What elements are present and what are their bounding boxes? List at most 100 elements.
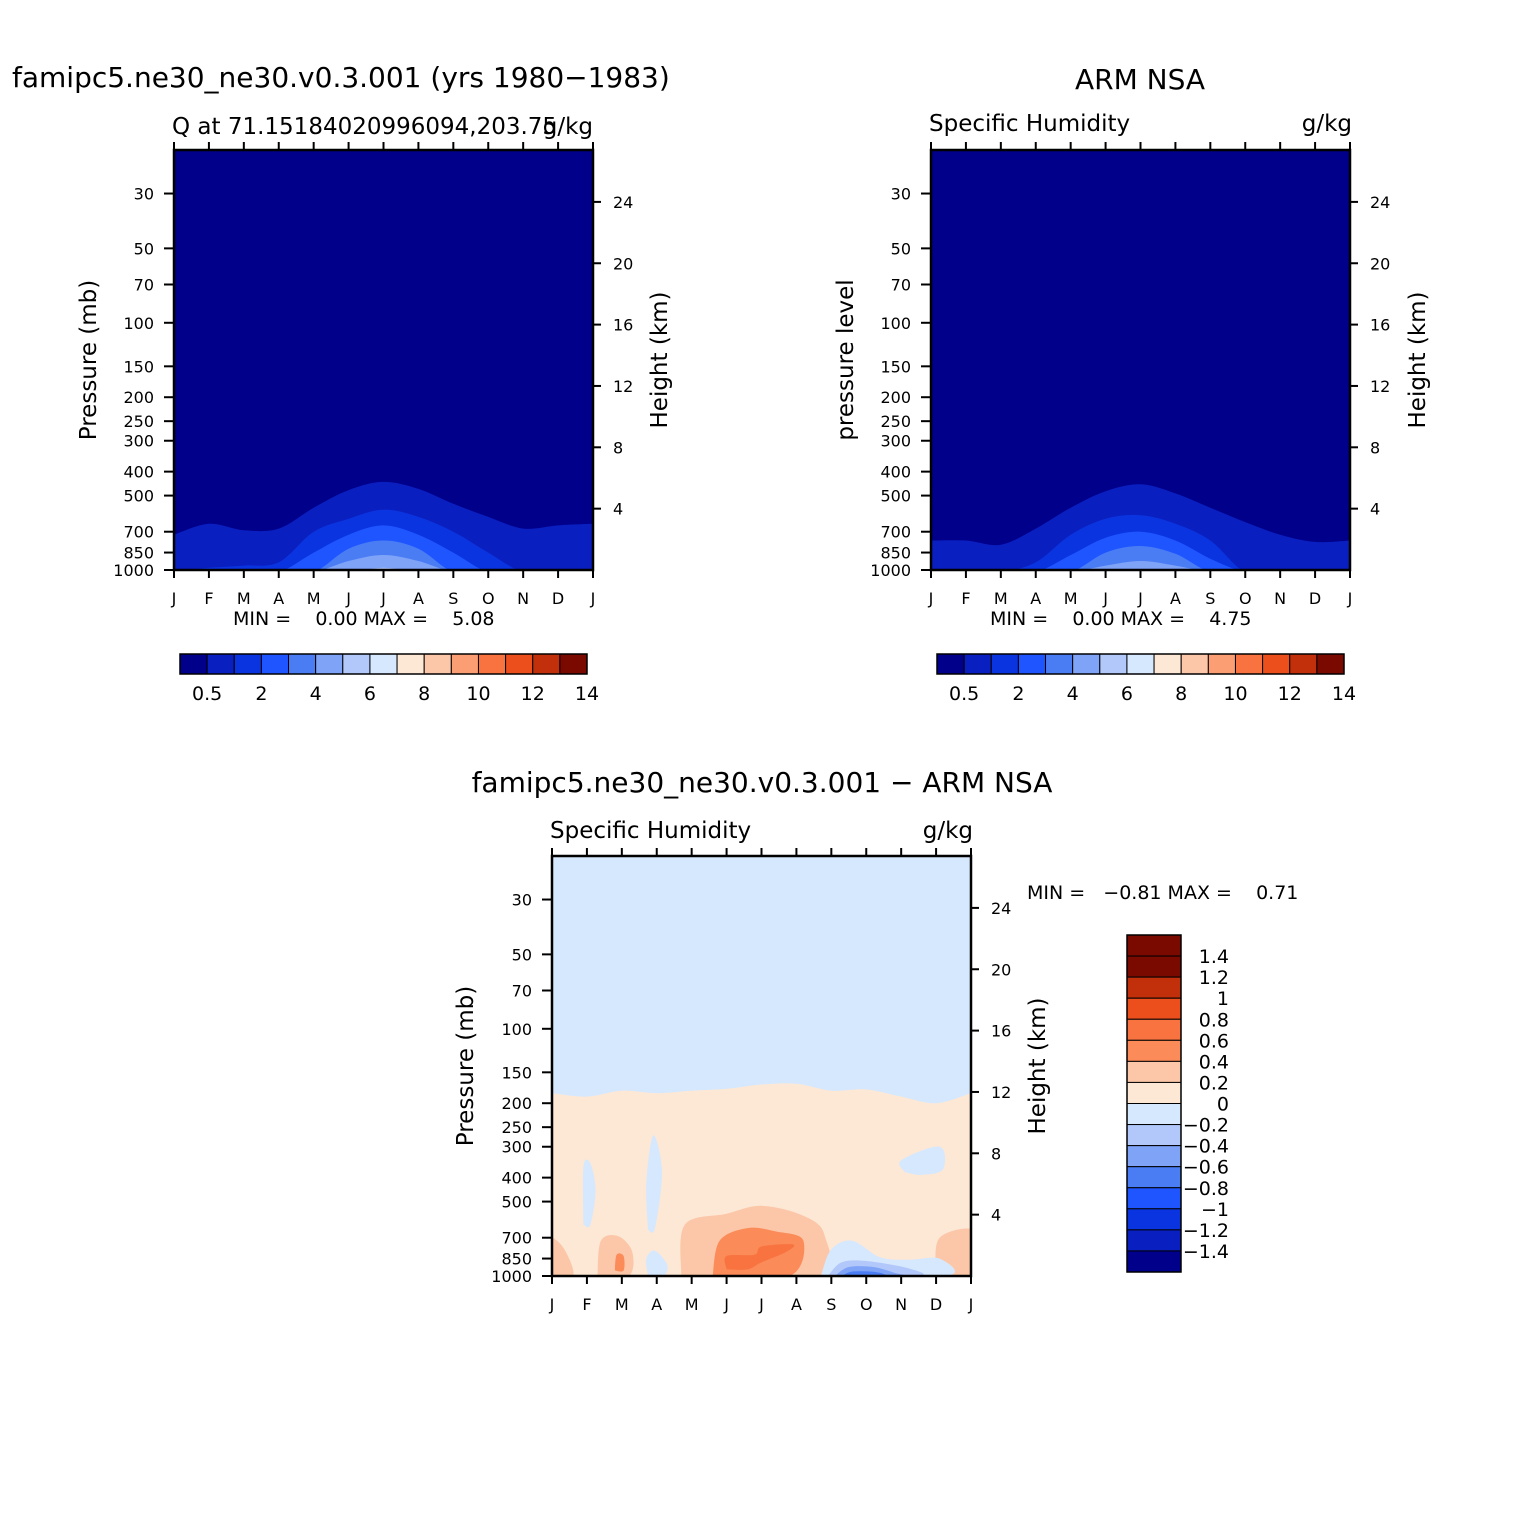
colorbar-label: 4: [1067, 683, 1079, 705]
x-tick-label: S: [448, 589, 458, 608]
x-tick-label: M: [237, 589, 251, 608]
colorbar-label: 6: [364, 683, 376, 705]
colorbar-swatch: [477, 653, 507, 675]
y-tick-right-label: 8: [991, 1144, 1001, 1163]
y-tick-right-label: 24: [613, 193, 633, 212]
colorbar-swatch: [342, 653, 371, 675]
panel-difference: famipc5.ne30_ne30.v0.3.001 − ARM NSA Spe…: [453, 766, 1298, 1314]
x-tick-label: J: [171, 589, 177, 608]
x-tick-label: J: [928, 589, 934, 608]
y-tick-label: 30: [512, 891, 532, 910]
contour-fills: [552, 856, 971, 1276]
min-max-stats: MIN = −0.81 MAX = 0.71: [1027, 882, 1298, 904]
colorbar-swatch: [1126, 1039, 1182, 1062]
colorbar-swatch: [450, 653, 479, 675]
colorbar-label: 1: [1217, 988, 1229, 1010]
colorbar-label: −0.8: [1183, 1178, 1229, 1200]
colorbar-swatch: [179, 653, 208, 675]
x-tick-label: A: [413, 589, 424, 608]
colorbar-label: −0.2: [1183, 1115, 1229, 1137]
panel-subtitle-left: Specific Humidity: [929, 111, 1130, 137]
colorbar-label: 0.6: [1199, 1030, 1229, 1052]
y-tick-label: 50: [891, 239, 911, 258]
contour-band-pos-0-8: [724, 1244, 795, 1270]
colorbar-swatch: [990, 653, 1019, 675]
colorbar-swatch: [963, 653, 992, 675]
y-tick-right-label: 16: [991, 1022, 1011, 1041]
colorbar-label: 6: [1121, 683, 1133, 705]
colorbar-label: 0.5: [192, 683, 222, 705]
y-tick-label: 200: [501, 1094, 532, 1113]
colorbar-label: 12: [521, 683, 545, 705]
y-tick-label: 700: [123, 523, 154, 542]
x-tick-label: A: [1030, 589, 1041, 608]
colorbar-swatch: [1017, 653, 1047, 675]
colorbar-swatch: [559, 653, 588, 675]
x-tick-label: M: [307, 589, 321, 608]
y-tick-label: 300: [123, 432, 154, 451]
x-tick-label: J: [968, 1295, 974, 1314]
y-tick-right-label: 20: [991, 960, 1011, 979]
y-tick-label: 200: [880, 388, 911, 407]
colorbar-label: 0.5: [949, 683, 979, 705]
y-axis-label-left: Pressure (mb): [453, 986, 479, 1146]
panel-observation: ARM NSA Specific Humidity g/kg pressure …: [833, 63, 1431, 705]
colorbar-label: 2: [255, 683, 267, 705]
x-tick-label: J: [380, 589, 386, 608]
contour-fills: [931, 150, 1350, 570]
colorbar-swatch: [1126, 1018, 1182, 1041]
x-tick-label: M: [685, 1295, 699, 1314]
y-tick-label: 70: [134, 275, 154, 294]
y-tick-label: 1000: [113, 561, 154, 580]
colorbar-label: 10: [466, 683, 490, 705]
panel-model: famipc5.ne30_ne30.v0.3.001 (yrs 1980−198…: [12, 61, 673, 705]
x-tick-label: A: [1170, 589, 1181, 608]
contour-band-level-4: [322, 555, 445, 570]
panel-subtitle-left: Q at 71.15184020996094,203.75: [172, 114, 557, 140]
colorbar-label: 0.2: [1199, 1072, 1229, 1094]
colorbar-label: −1.2: [1183, 1220, 1229, 1242]
y-tick-right-label: 4: [1370, 500, 1380, 519]
x-tick-label: S: [1205, 589, 1215, 608]
colorbar-swatch: [1234, 653, 1264, 675]
y-tick-right-label: 4: [991, 1206, 1001, 1225]
y-tick-label: 150: [123, 357, 154, 376]
x-tick-label: F: [204, 589, 213, 608]
contour-fills: [174, 150, 593, 570]
colorbar-swatch: [1126, 1060, 1182, 1083]
y-tick-label: 700: [501, 1229, 532, 1248]
x-tick-label: J: [549, 1295, 555, 1314]
y-tick-label: 850: [123, 544, 154, 563]
colorbar-label: 14: [1332, 683, 1356, 705]
x-tick-label: O: [1239, 589, 1252, 608]
colorbar-label: 0: [1217, 1094, 1229, 1116]
y-axis-label-right: Height (km): [647, 291, 673, 428]
y-axis-label-right: Height (km): [1405, 291, 1431, 428]
colorbar-label: 14: [575, 683, 599, 705]
contour-band-neg-0-2-pocket: [899, 1146, 946, 1175]
y-tick-right-label: 24: [991, 899, 1011, 918]
colorbar-swatch: [260, 653, 290, 675]
colorbar-label: −0.6: [1183, 1157, 1229, 1179]
x-tick-label: D: [552, 589, 564, 608]
contour-band-pos-0-2: [552, 1083, 971, 1276]
x-tick-label: F: [582, 1295, 591, 1314]
colorbar-swatch: [206, 653, 235, 675]
panel-units-label: g/kg: [543, 114, 593, 140]
y-tick-right-label: 4: [613, 500, 623, 519]
colorbar-swatch: [936, 653, 965, 675]
colorbar-swatch: [1126, 955, 1182, 978]
y-tick-right-label: 12: [1370, 377, 1390, 396]
colorbar-swatch: [1072, 653, 1101, 675]
panel-title: famipc5.ne30_ne30.v0.3.001 − ARM NSA: [472, 766, 1053, 799]
colorbar-swatch: [1289, 653, 1318, 675]
x-tick-label: J: [1102, 589, 1108, 608]
y-tick-right-label: 12: [991, 1083, 1011, 1102]
y-tick-label: 30: [134, 185, 154, 204]
colorbar: 0.5 2 4 6 8 10 12 14: [179, 653, 599, 705]
colorbar-swatch: [423, 653, 452, 675]
panel-units-label: g/kg: [1302, 111, 1352, 137]
colorbar: 0.5 2 4 6 8 10 12 14: [936, 653, 1356, 705]
